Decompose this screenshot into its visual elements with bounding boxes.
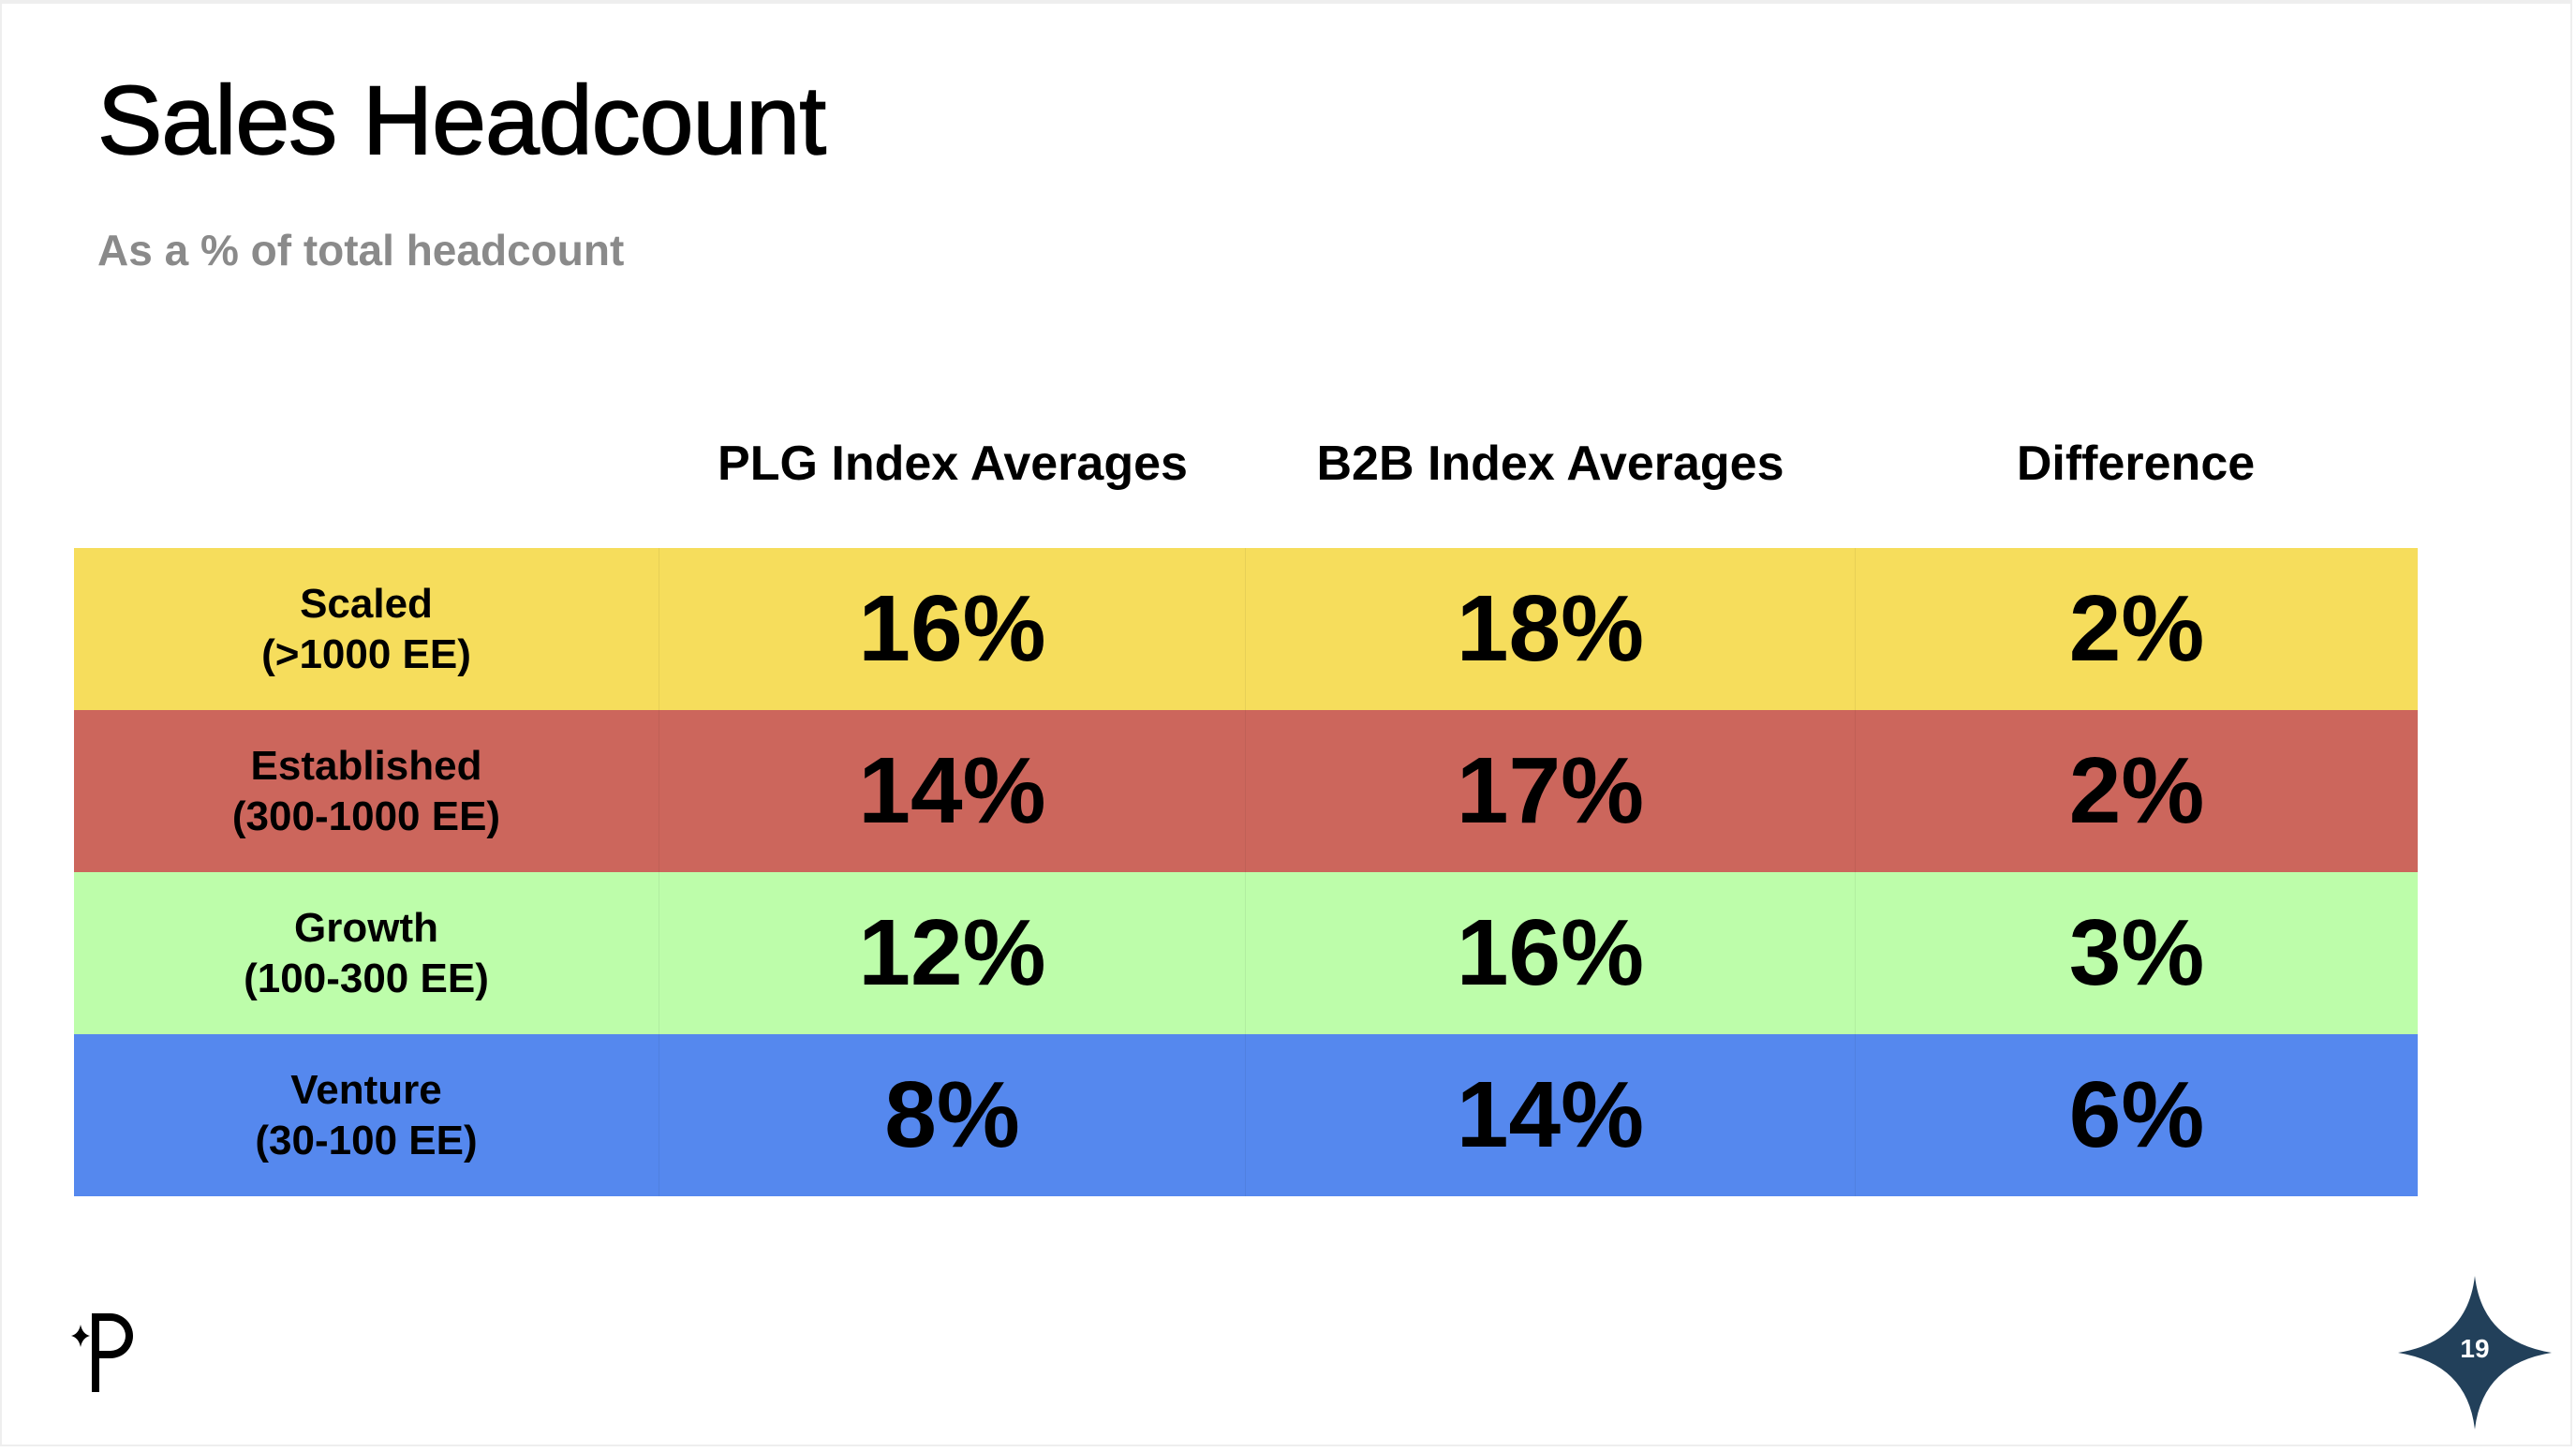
segment-name: Scaled: [300, 580, 433, 627]
difference-cell: 2%: [1856, 548, 2418, 710]
plg-cell: 14%: [659, 710, 1246, 872]
plg-cell: 16%: [659, 548, 1246, 710]
b2b-value: 14%: [1456, 1062, 1645, 1167]
plg-value: 16%: [858, 576, 1046, 681]
table-row-growth: Growth (100-300 EE) 12% 16% 3%: [74, 872, 2418, 1034]
b2b-cell: 18%: [1246, 548, 1856, 710]
segment-name: Growth: [294, 904, 438, 951]
segment-range: (100-300 EE): [244, 955, 489, 1001]
page-number: 19: [2460, 1334, 2490, 1363]
row-label: Venture (30-100 EE): [74, 1034, 659, 1196]
column-header-difference: Difference: [2016, 437, 2256, 491]
difference-value: 6%: [2068, 1062, 2205, 1167]
p-sparkle-logo-icon: [71, 1313, 133, 1392]
table-row-venture: Venture (30-100 EE) 8% 14% 6%: [74, 1034, 2418, 1196]
row-label: Scaled (>1000 EE): [74, 548, 659, 710]
table-row-scaled: Scaled (>1000 EE) 16% 18% 2%: [74, 548, 2418, 710]
b2b-value: 17%: [1456, 738, 1645, 843]
segment-name: Established: [250, 742, 482, 789]
plg-value: 14%: [858, 738, 1046, 843]
b2b-cell: 17%: [1246, 710, 1856, 872]
segment-range: (300-1000 EE): [231, 793, 501, 839]
segment-name: Venture: [290, 1066, 442, 1113]
row-label: Established (300-1000 EE): [74, 710, 659, 872]
plg-cell: 8%: [659, 1034, 1246, 1196]
difference-cell: 6%: [1856, 1034, 2418, 1196]
b2b-value: 18%: [1456, 576, 1645, 681]
column-header-b2b: B2B Index Averages: [1316, 437, 1784, 491]
table-row-established: Established (300-1000 EE) 14% 17% 2%: [74, 710, 2418, 872]
plg-cell: 12%: [659, 872, 1246, 1034]
b2b-cell: 14%: [1246, 1034, 1856, 1196]
difference-cell: 2%: [1856, 710, 2418, 872]
plg-value: 12%: [858, 900, 1046, 1005]
column-header-plg: PLG Index Averages: [718, 437, 1188, 491]
page-subtitle: As a % of total headcount: [97, 226, 625, 274]
b2b-cell: 16%: [1246, 872, 1856, 1034]
difference-value: 2%: [2068, 576, 2205, 681]
segment-range: (30-100 EE): [255, 1117, 478, 1163]
segment-range: (>1000 EE): [261, 630, 471, 677]
page-title: Sales Headcount: [96, 66, 827, 176]
difference-value: 2%: [2068, 738, 2205, 843]
difference-cell: 3%: [1856, 872, 2418, 1034]
row-label: Growth (100-300 EE): [74, 872, 659, 1034]
difference-value: 3%: [2068, 900, 2205, 1005]
b2b-value: 16%: [1456, 900, 1645, 1005]
page-star-icon: [2398, 1276, 2552, 1430]
plg-value: 8%: [884, 1062, 1020, 1167]
